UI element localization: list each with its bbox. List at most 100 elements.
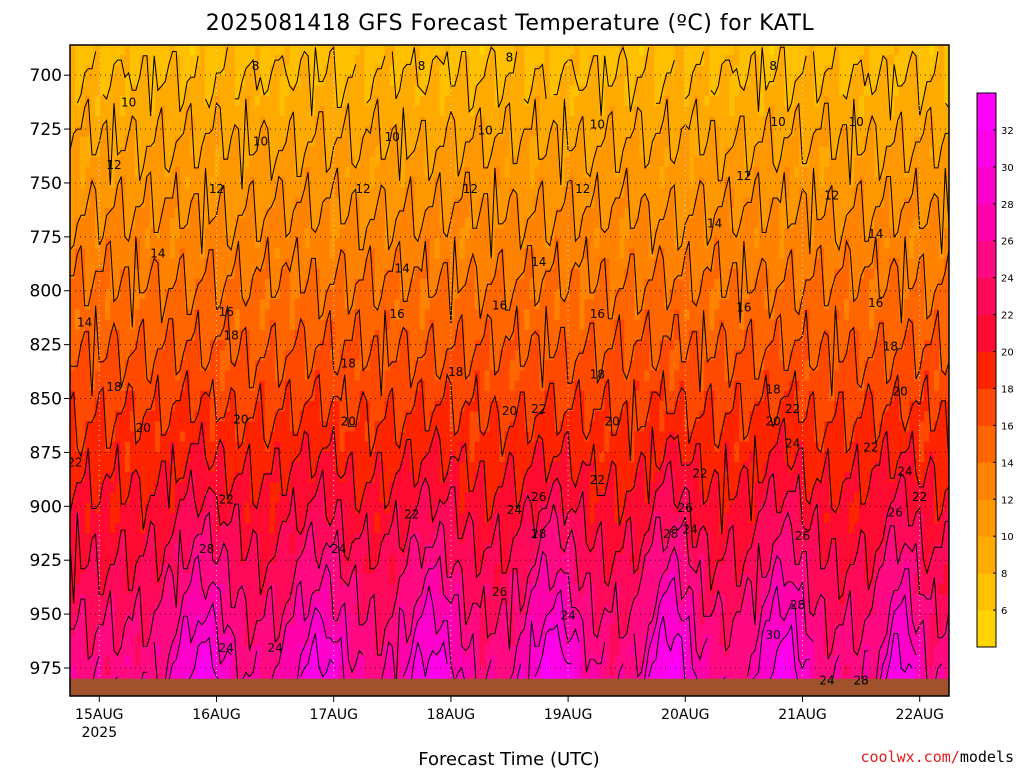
temperature-cell — [229, 278, 236, 290]
temperature-cell — [339, 319, 346, 331]
temperature-cell — [114, 401, 121, 412]
temperature-cell — [409, 156, 416, 168]
temperature-cell — [214, 238, 221, 250]
temperature-cell — [209, 319, 216, 331]
temperature-cell — [434, 563, 441, 575]
temperature-cell — [239, 309, 246, 321]
temperature-cell — [234, 502, 241, 514]
temperature-cell — [374, 360, 381, 372]
temperature-cell — [269, 177, 276, 188]
temperature-cell — [399, 584, 406, 595]
temperature-cell — [269, 167, 276, 178]
temperature-cell — [204, 299, 211, 311]
temperature-cell — [89, 187, 96, 199]
temperature-cell — [359, 604, 366, 616]
temperature-cell — [219, 75, 226, 87]
temperature-cell — [74, 136, 81, 148]
temperature-cell — [269, 319, 276, 331]
temperature-cell — [334, 238, 341, 250]
temperature-cell — [239, 553, 246, 565]
temperature-cell — [384, 624, 391, 636]
temperature-cell — [259, 431, 266, 443]
temperature-cell — [214, 126, 221, 138]
temperature-cell — [244, 584, 251, 595]
temperature-cell — [114, 207, 121, 219]
temperature-cell — [274, 584, 281, 595]
temperature-cell — [319, 533, 326, 545]
temperature-cell — [354, 278, 361, 290]
temperature-cell — [324, 370, 331, 382]
temperature-cell — [139, 573, 146, 585]
temperature-cell — [359, 553, 366, 565]
temperature-cell — [384, 258, 391, 270]
temperature-cell — [304, 390, 311, 402]
temperature-cell — [159, 238, 166, 250]
temperature-cell — [379, 106, 386, 117]
temperature-cell — [269, 278, 276, 290]
temperature-cell — [94, 421, 101, 433]
temperature-cell — [214, 95, 221, 107]
temperature-cell — [139, 421, 146, 433]
temperature-cell — [79, 502, 86, 514]
temperature-cell — [119, 451, 126, 463]
temperature-cell — [134, 390, 141, 402]
temperature-cell — [434, 624, 441, 636]
temperature-cell — [354, 106, 361, 117]
temperature-cell — [189, 85, 196, 97]
temperature-cell — [399, 401, 406, 412]
temperature-cell — [254, 655, 261, 667]
temperature-cell — [244, 106, 251, 117]
temperature-cell — [94, 278, 101, 290]
temperature-cell — [229, 492, 236, 504]
temperature-cell — [419, 207, 426, 219]
temperature-cell — [269, 339, 276, 351]
temperature-cell — [334, 116, 341, 127]
temperature-cell — [429, 268, 436, 280]
temperature-cell — [249, 350, 256, 361]
temperature-cell — [229, 95, 236, 107]
temperature-cell — [449, 604, 456, 616]
temperature-cell — [424, 75, 431, 87]
temperature-cell — [394, 106, 401, 117]
temperature-cell — [84, 380, 91, 392]
temperature-cell — [359, 319, 366, 331]
temperature-cell — [84, 126, 91, 138]
temperature-cell — [444, 329, 451, 341]
temperature-cell — [429, 451, 436, 463]
temperature-cell — [409, 167, 416, 178]
temperature-cell — [384, 278, 391, 290]
temperature-cell — [119, 614, 126, 626]
temperature-cell — [364, 146, 371, 158]
temperature-cell — [304, 411, 311, 422]
temperature-cell — [434, 523, 441, 534]
temperature-cell — [429, 573, 436, 585]
temperature-cell — [364, 329, 371, 341]
temperature-cell — [254, 533, 261, 545]
temperature-cell — [99, 512, 106, 524]
temperature-cell — [84, 55, 91, 66]
temperature-cell — [154, 665, 161, 677]
temperature-cell — [204, 462, 211, 473]
temperature-cell — [134, 482, 141, 494]
temperature-cell — [84, 319, 91, 331]
temperature-cell — [344, 573, 351, 585]
temperature-cell — [239, 116, 246, 127]
temperature-cell — [334, 268, 341, 280]
temperature-cell — [224, 390, 231, 402]
temperature-cell — [124, 584, 131, 595]
temperature-cell — [70, 390, 76, 402]
temperature-cell — [99, 553, 106, 565]
temperature-cell — [454, 339, 461, 351]
temperature-cell — [429, 217, 436, 229]
temperature-cell — [374, 106, 381, 117]
temperature-cell — [349, 594, 356, 606]
temperature-cell — [419, 116, 426, 127]
temperature-cell — [324, 645, 331, 656]
temperature-cell — [179, 421, 186, 433]
temperature-cell — [149, 563, 156, 575]
temperature-cell — [394, 563, 401, 575]
temperature-cell — [344, 116, 351, 127]
temperature-cell — [324, 65, 331, 77]
temperature-cell — [449, 502, 456, 514]
temperature-cell — [444, 451, 451, 463]
